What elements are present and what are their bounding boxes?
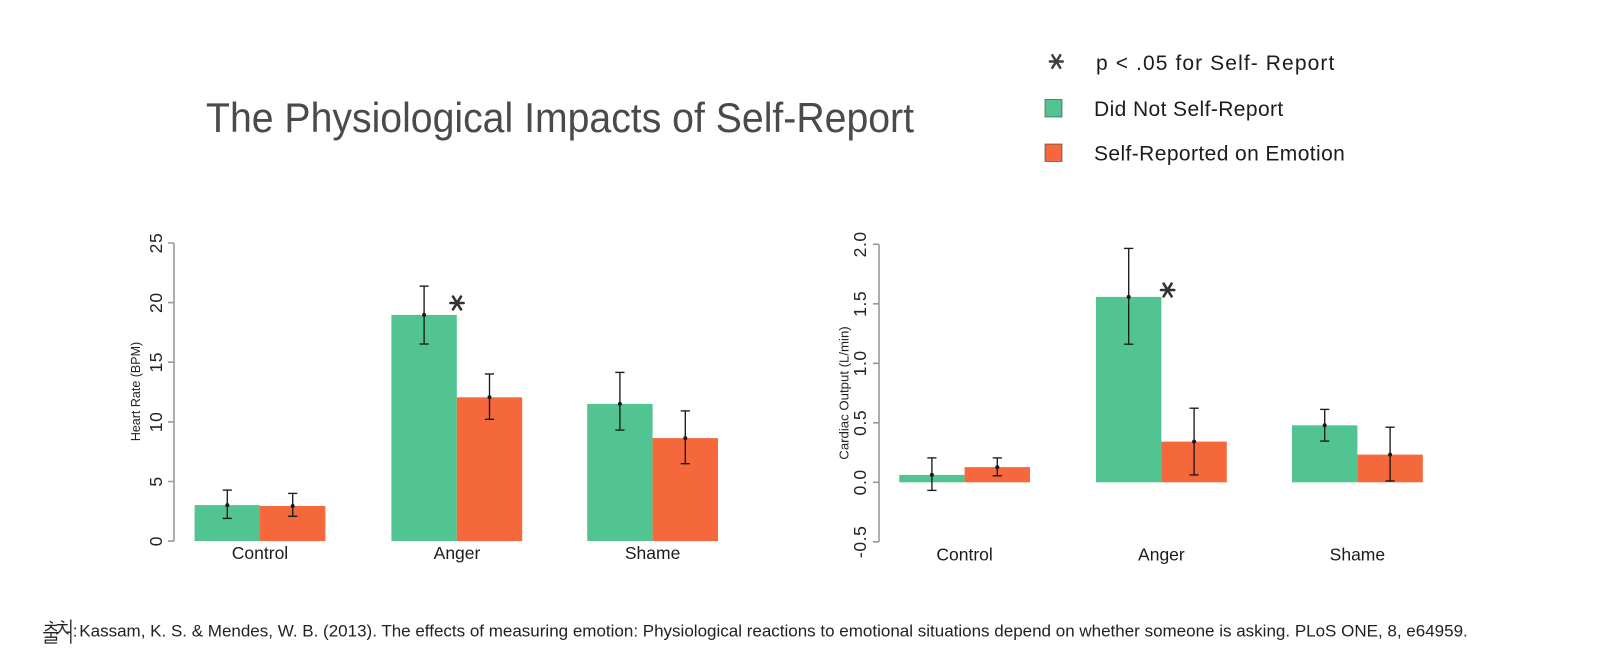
svg-text:p < .05 for Self- Report: p < .05 for Self- Report <box>1096 52 1335 75</box>
svg-text:2.0: 2.0 <box>850 231 870 257</box>
svg-text:10: 10 <box>146 412 166 433</box>
svg-text:0: 0 <box>146 536 166 546</box>
svg-text::: : <box>73 622 78 641</box>
svg-text:0.0: 0.0 <box>850 469 870 495</box>
svg-text:Heart Rate (BPM): Heart Rate (BPM) <box>129 342 143 441</box>
svg-text:Anger: Anger <box>1138 544 1185 564</box>
svg-text:Control: Control <box>232 543 288 563</box>
svg-text:25: 25 <box>146 233 166 254</box>
svg-text:Shame: Shame <box>1330 544 1385 564</box>
svg-text:1.5: 1.5 <box>850 291 870 317</box>
svg-text:15: 15 <box>146 352 166 373</box>
svg-text:Shame: Shame <box>625 543 680 563</box>
svg-text:5: 5 <box>146 476 166 486</box>
svg-text:Cardiac Output (L/min): Cardiac Output (L/min) <box>837 326 852 459</box>
svg-text:Did Not Self-Report: Did Not Self-Report <box>1094 98 1284 121</box>
svg-text:1.0: 1.0 <box>850 350 870 376</box>
svg-text:20: 20 <box>146 292 166 313</box>
svg-text:Control: Control <box>936 544 992 564</box>
svg-text:Anger: Anger <box>434 543 481 563</box>
svg-text:Self-Reported on Emotion: Self-Reported on Emotion <box>1094 143 1345 166</box>
svg-text:0.5: 0.5 <box>850 410 870 436</box>
svg-text:The Physiological Impacts of S: The Physiological Impacts of Self-Report <box>206 94 914 141</box>
svg-text:-0.5: -0.5 <box>850 526 870 559</box>
svg-text:Kassam, K. S. & Mendes, W. B.: Kassam, K. S. & Mendes, W. B. (2013). Th… <box>79 622 1467 641</box>
